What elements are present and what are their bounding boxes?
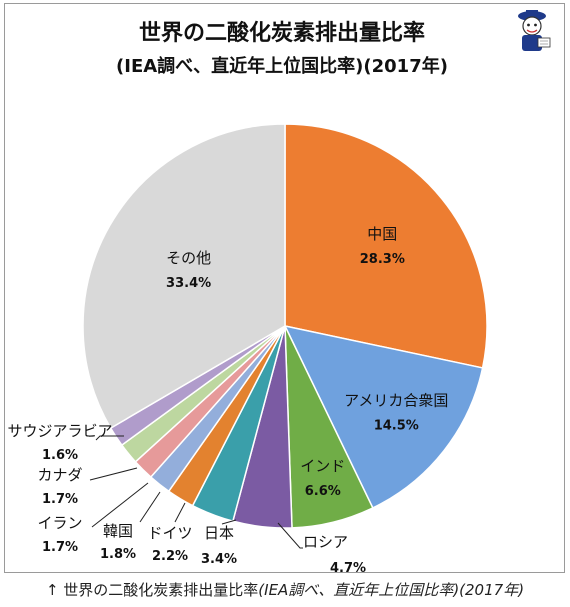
chart-subtitle: (IEA調べ、直近年上位国比率)(2017年) xyxy=(116,55,448,77)
slice-label: ロシア xyxy=(303,533,348,551)
pie-slice xyxy=(82,123,286,430)
figure-caption: ↑ 世界の二酸化炭素排出量比率(IEA調べ、直近年上位国比率)(2017年) xyxy=(0,578,570,602)
slice-value-label: 1.8% xyxy=(100,547,136,562)
slice-label: アメリカ合衆国 xyxy=(344,391,448,409)
slice-label: サウジアラビア xyxy=(7,422,112,440)
slice-label: その他 xyxy=(166,249,211,267)
pie-slice xyxy=(284,123,488,369)
slice-value-label: 1.6% xyxy=(42,448,78,463)
caption-arrow: ↑ xyxy=(45,581,59,599)
mascot-icon xyxy=(518,10,551,51)
slice-value-label: 33.4% xyxy=(166,276,211,291)
slice-label: 中国 xyxy=(367,225,397,243)
leader-line xyxy=(174,502,186,523)
leader-line xyxy=(139,491,161,523)
slice-label: カナダ xyxy=(37,466,82,484)
leader-line xyxy=(277,522,303,549)
leader-line xyxy=(91,482,149,528)
slice-label: インド xyxy=(300,457,345,475)
leader-lines xyxy=(89,435,303,549)
chart-title: 世界の二酸化炭素排出量比率 xyxy=(139,20,425,46)
pie-slices xyxy=(82,123,488,529)
slice-value-label: 3.4% xyxy=(201,552,237,567)
leader-line xyxy=(89,467,138,481)
caption-italic: (IEA調べ、直近年上位国比率)(2017年) xyxy=(258,581,525,599)
slice-value-label: 2.2% xyxy=(152,549,188,564)
leader-line xyxy=(95,435,124,441)
slice-label: イラン xyxy=(37,514,82,532)
slice-value-label: 14.5% xyxy=(374,418,419,433)
slice-label: ドイツ xyxy=(147,524,192,542)
slice-value-label: 1.7% xyxy=(42,492,78,507)
slice-value-label: 1.7% xyxy=(42,540,78,555)
slice-label: 日本 xyxy=(204,524,234,542)
slice-value-label: 4.7% xyxy=(330,561,366,576)
pie-slice xyxy=(283,324,484,509)
slice-value-label: 6.6% xyxy=(305,484,341,499)
slice-value-label: 28.3% xyxy=(360,252,405,267)
slice-label: 韓国 xyxy=(103,522,133,540)
leader-line xyxy=(221,519,237,525)
caption-text: 世界の二酸化炭素排出量比率 xyxy=(58,581,259,599)
slice-labels: 中国 28.3% アメリカ合衆国 14.5% インド 6.6% ロシア 4.7% 日本 3.4% ド… xyxy=(7,225,448,576)
